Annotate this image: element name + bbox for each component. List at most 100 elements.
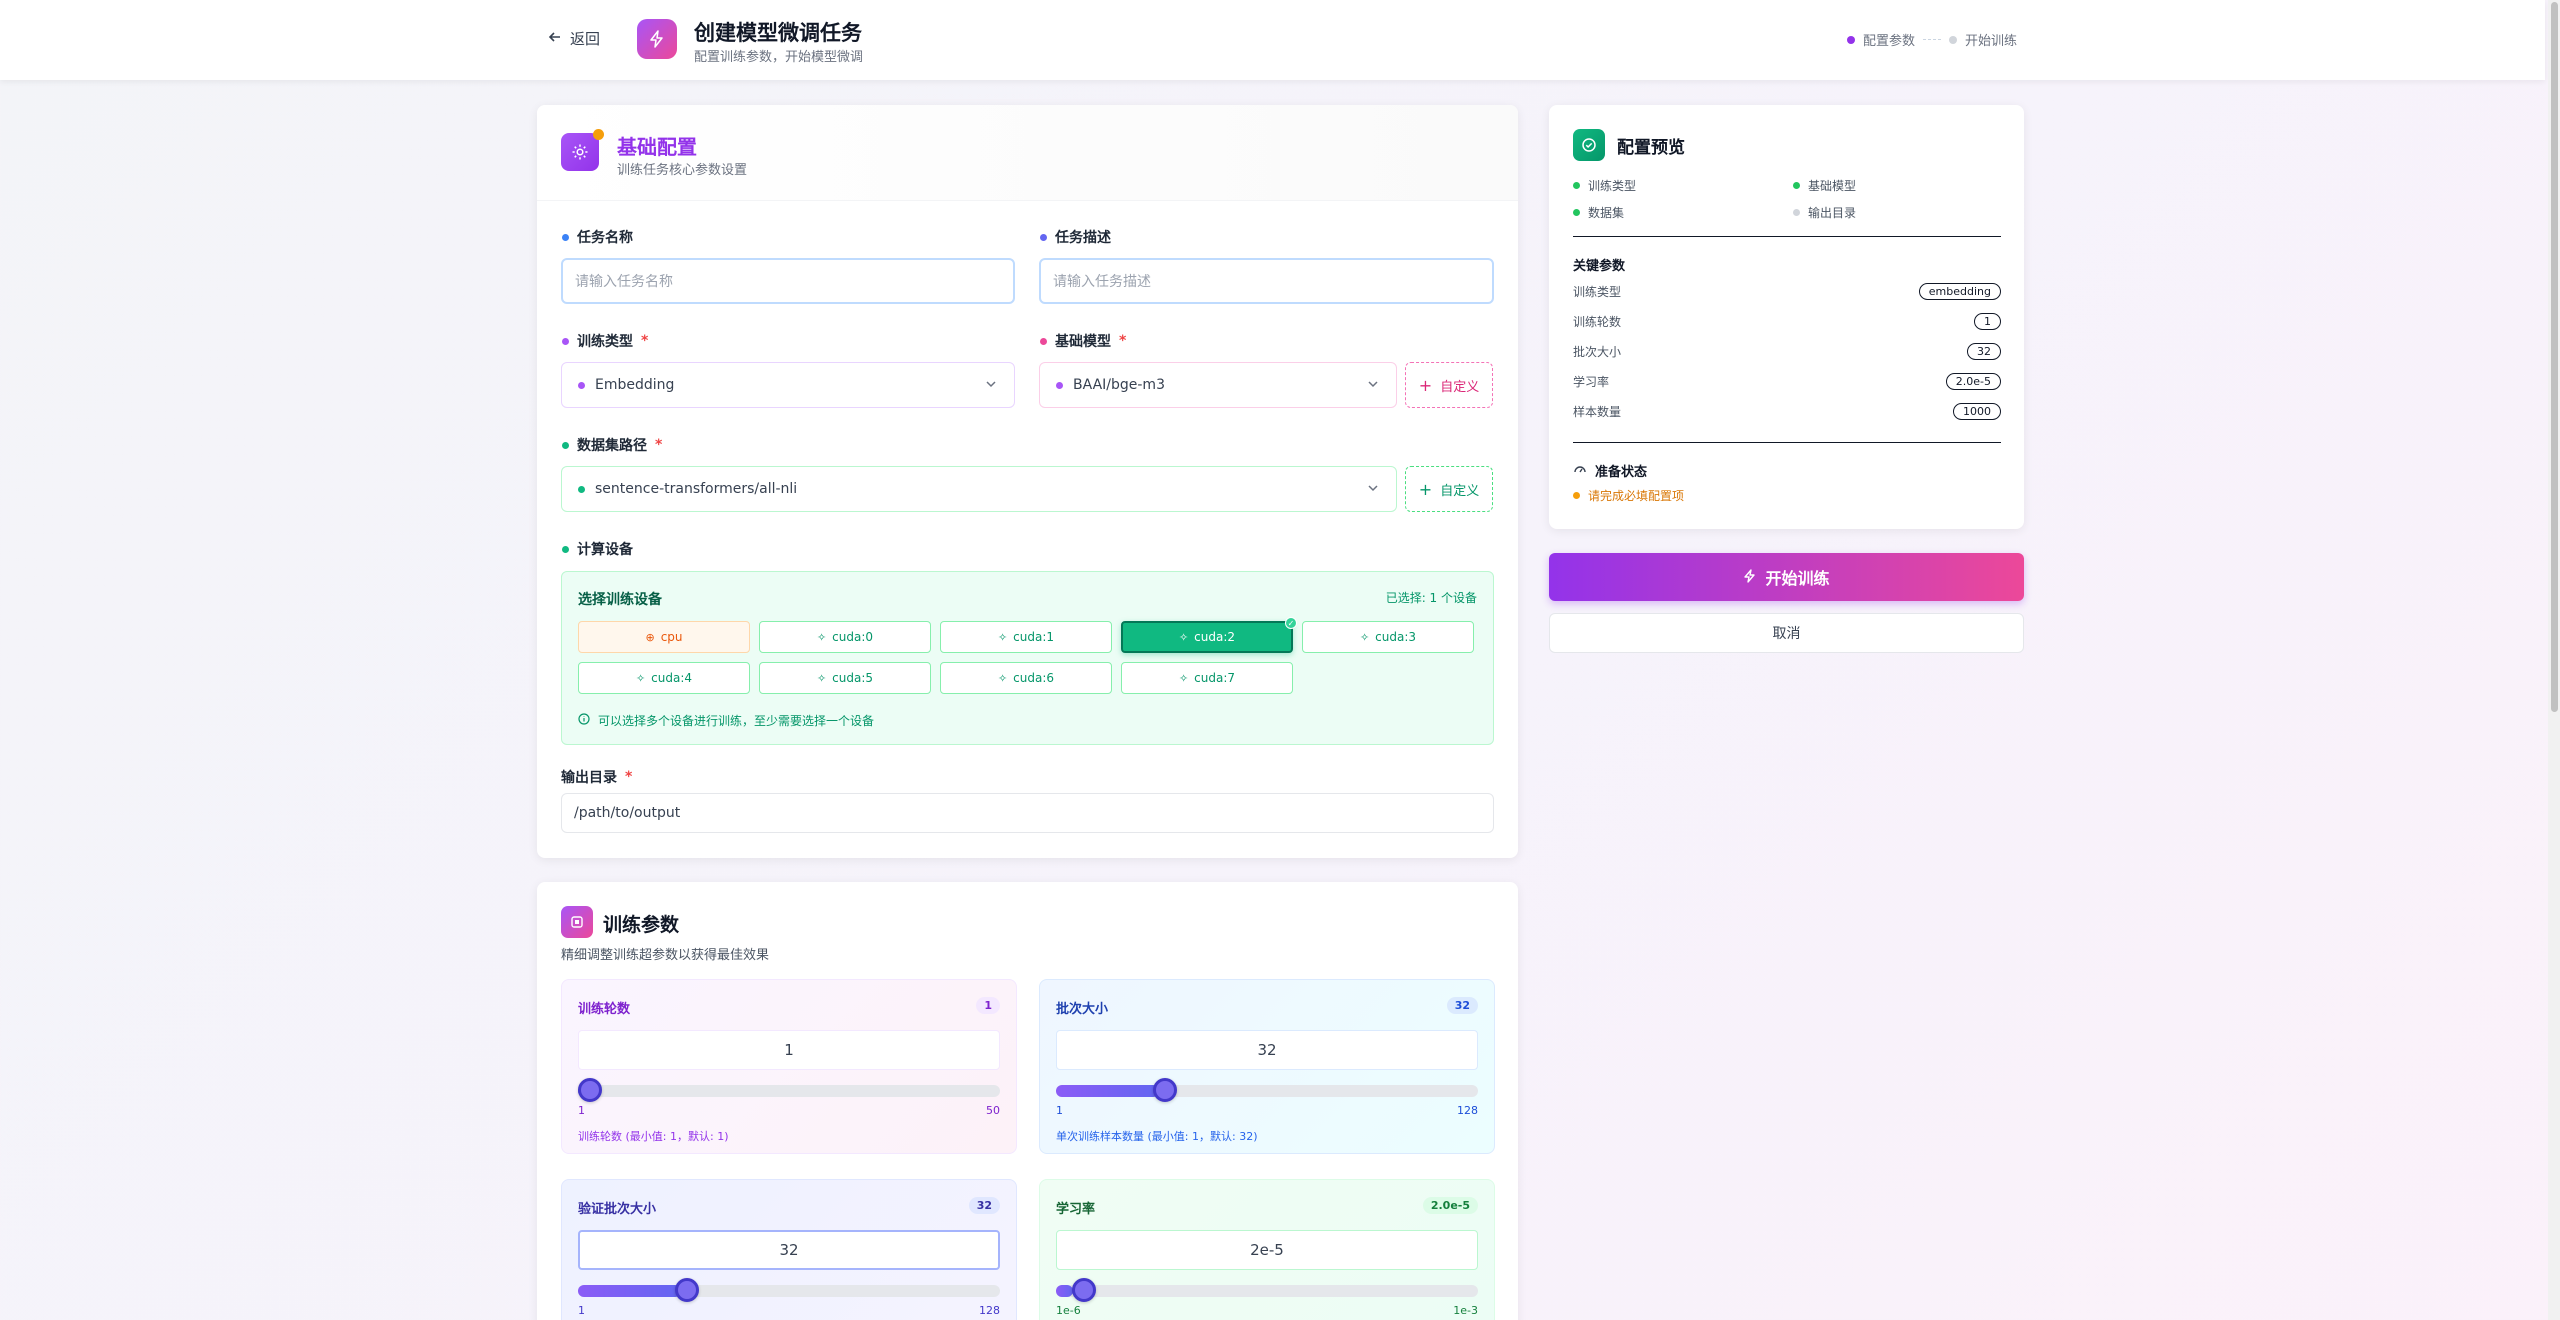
cancel-button[interactable]: 取消 [1549,613,2024,653]
device-hint: 可以选择多个设备进行训练，至少需要选择一个设备 [578,712,874,729]
key-params-title: 关键参数 [1573,259,1626,274]
learning-rate-slider[interactable] [1056,1278,1478,1302]
section-subtitle: 训练任务核心参数设置 [617,163,748,178]
cpu-icon: ⊕ [645,630,655,644]
status-dot [593,129,604,140]
eval-batch-label: 验证批次大小 [578,1202,657,1217]
step-inactive-dot [1949,35,1958,44]
epochs-input[interactable]: 1 [578,1030,1000,1070]
key-param-value: 32 [1967,343,2001,360]
slider-handle[interactable] [578,1078,602,1102]
task-desc-input[interactable]: 请输入任务描述 [1039,258,1494,304]
plus-icon: + [1418,375,1433,395]
lightning-logo-icon [637,19,677,59]
base-model-select[interactable]: BAAI/bge-m3 [1039,362,1397,408]
task-name-label: 任务名称 [562,227,633,247]
epochs-label: 训练轮数 [578,1002,631,1017]
ready-status-title: 准备状态 [1573,461,1647,480]
batch-size-label: 批次大小 [1056,1002,1109,1017]
learning-rate-range: 1e-6 1e-3 [1056,1304,1478,1317]
epochs-hint: 训练轮数 (最小值: 1，默认: 1) [578,1130,729,1143]
batch-size-range: 1 128 [1056,1104,1478,1117]
dataset-select[interactable]: sentence-transformers/all-nli [561,466,1397,512]
task-name-input[interactable]: 请输入任务名称 [561,258,1015,304]
output-dir-label: 输出目录 * [561,769,633,786]
device-option-cuda-0[interactable]: ✧ cuda:0 [759,621,931,653]
scrollbar-thumb[interactable] [2551,2,2558,712]
arrow-left-icon [548,30,562,48]
gpu-icon: ✧ [997,630,1008,644]
key-param-value: embedding [1918,283,2001,300]
gpu-icon: ✧ [1359,630,1370,644]
gpu-icon: ✧ [1178,671,1189,685]
basic-config-card: 基础配置 训练任务核心参数设置 任务名称 请输入任务名称 任务描述 请输入任务描… [537,105,1518,858]
learning-rate-label: 学习率 [1056,1202,1096,1217]
step-train: 开始训练 [1965,34,2018,49]
start-training-button[interactable]: 开始训练 [1549,553,2024,601]
key-param-value: 2.0e-5 [1945,373,2001,390]
key-param-row: 学习率 2.0e-5 [1573,373,2001,390]
key-param-value: 1 [1974,313,2001,330]
step-configure: 配置参数 [1863,34,1916,49]
ready-status-text: 请完成必填配置项 [1573,487,1684,504]
eval-batch-range: 1 128 [578,1304,1000,1317]
device-option-cuda-7[interactable]: ✧ cuda:7 [1121,662,1293,694]
key-param-name: 训练轮数 [1573,315,1622,329]
train-type-select[interactable]: Embedding [561,362,1015,408]
preview-card: 配置预览 训练类型 基础模型 数据集 输出目录 关键参数 训练类型 embeddi… [1549,105,2024,529]
gear-icon [561,133,599,171]
key-param-value: 1000 [1953,403,2001,420]
page-title: 创建模型微调任务 [694,21,862,45]
device-option-cuda-1[interactable]: ✧ cuda:1 [940,621,1112,653]
learning-rate-input[interactable]: 2e-5 [1056,1230,1478,1270]
eval-batch-card: 验证批次大小 32 32 1 128 [561,1179,1017,1320]
plus-icon: + [1418,479,1433,499]
check-output-dir: 输出目录 [1793,204,1856,221]
check-base-model: 基础模型 [1793,177,1856,194]
section-subtitle: 精细调整训练超参数以获得最佳效果 [561,948,770,963]
check-dataset: 数据集 [1573,204,1624,221]
chevron-down-icon [1366,481,1380,499]
batch-size-input[interactable]: 32 [1056,1030,1478,1070]
batch-size-slider[interactable] [1056,1078,1478,1102]
epochs-card: 训练轮数 1 1 1 50 训练轮数 (最小值: 1，默认: 1) [561,979,1017,1154]
eval-batch-input[interactable]: 32 [578,1230,1000,1270]
device-option-cuda-4[interactable]: ✧ cuda:4 [578,662,750,694]
divider [1573,236,2001,237]
device-label: 计算设备 [562,539,633,559]
epochs-badge: 1 [976,997,1000,1014]
key-param-name: 样本数量 [1573,405,1622,419]
back-button[interactable]: 返回 [548,28,600,49]
device-option-cpu[interactable]: ⊕ cpu [578,621,750,653]
eval-batch-slider[interactable] [578,1278,1000,1302]
device-option-cuda-5[interactable]: ✧ cuda:5 [759,662,931,694]
cpu-chip-icon [561,906,593,938]
task-desc-label: 任务描述 [1040,227,1111,247]
epochs-slider[interactable] [578,1078,1000,1102]
custom-dataset-button[interactable]: + 自定义 [1405,466,1493,512]
key-param-row: 训练类型 embedding [1573,283,2001,300]
slider-handle[interactable] [1071,1278,1096,1302]
page-subtitle: 配置训练参数，开始模型微调 [694,50,864,65]
device-panel-title: 选择训练设备 [578,592,662,608]
batch-size-hint: 单次训练样本数量 (最小值: 1，默认: 32) [1056,1130,1258,1143]
key-param-row: 批次大小 32 [1573,343,2001,360]
step-active-dot [1847,35,1855,44]
device-option-cuda-6[interactable]: ✧ cuda:6 [940,662,1112,694]
device-option-cuda-3[interactable]: ✧ cuda:3 [1302,621,1474,653]
key-param-name: 学习率 [1573,375,1610,389]
key-param-row: 训练轮数 1 [1573,313,2001,330]
slider-handle[interactable] [1153,1078,1178,1102]
batch-size-card: 批次大小 32 32 1 128 单次训练样本数量 (最小值: 1，默认: 32) [1039,979,1495,1154]
chevron-down-icon [984,377,998,395]
slider-handle[interactable] [675,1278,700,1302]
base-model-label: 基础模型 * [1040,331,1126,351]
epochs-range: 1 50 [578,1104,1000,1117]
preview-title: 配置预览 [1617,138,1685,158]
gpu-icon: ✧ [635,671,646,685]
output-dir-input[interactable]: /path/to/output [561,793,1494,833]
device-option-cuda-2[interactable]: ✧ cuda:2 ✓ [1121,617,1297,653]
custom-model-button[interactable]: + 自定义 [1405,362,1493,408]
check-circle-icon [1573,129,1605,161]
key-param-row: 样本数量 1000 [1573,403,2001,420]
